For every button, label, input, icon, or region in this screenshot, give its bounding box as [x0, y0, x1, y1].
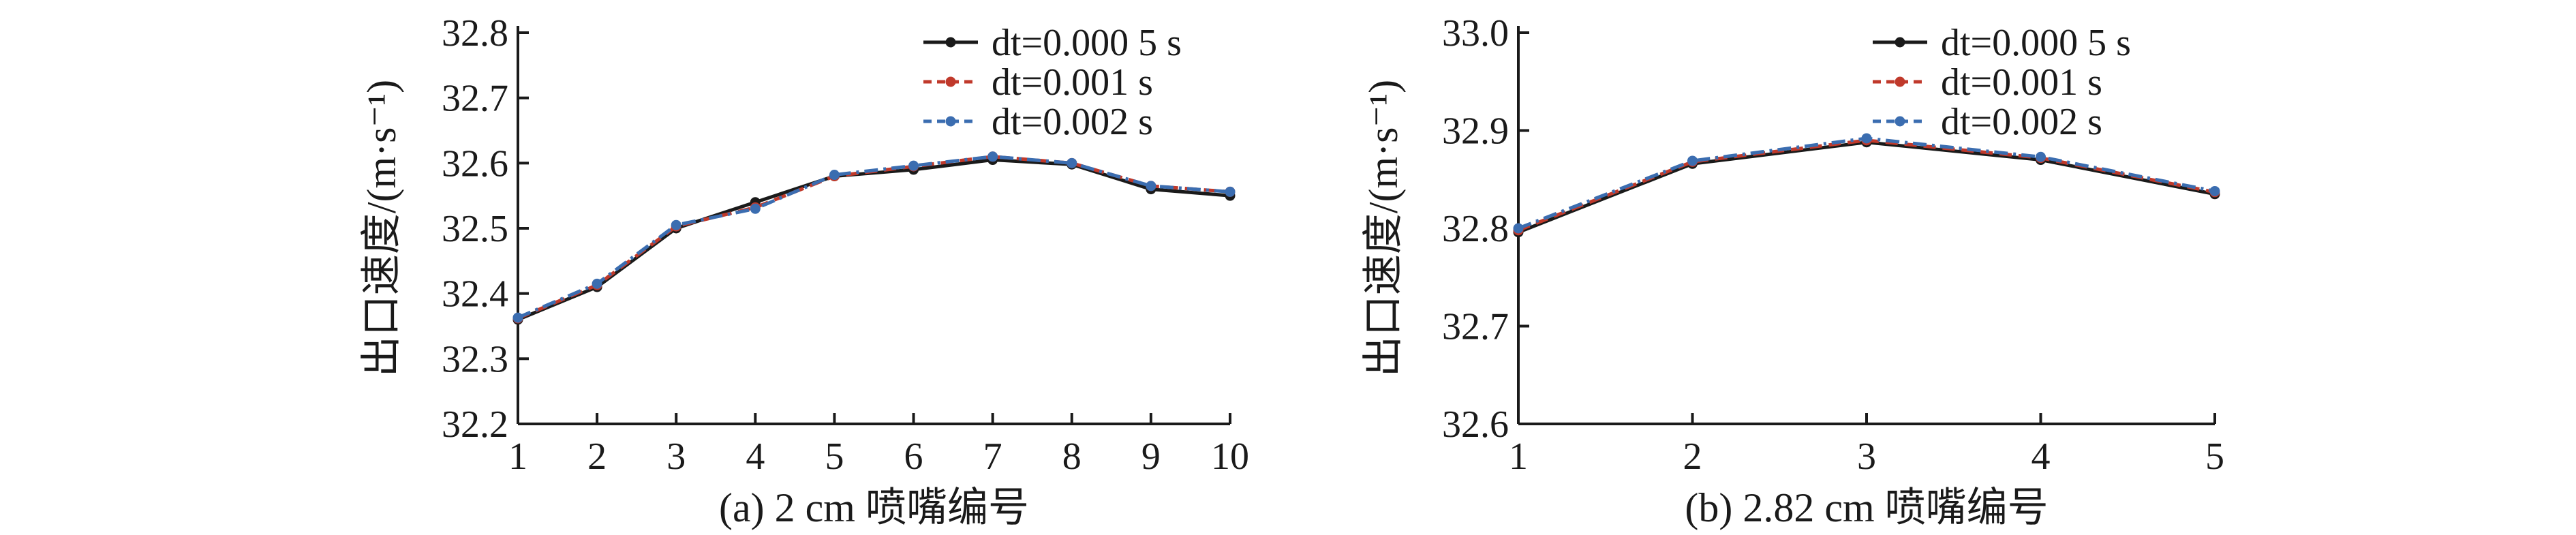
x-tick-label: 7 [983, 435, 1002, 478]
x-tick-label: 4 [2031, 435, 2051, 478]
series-line [517, 155, 1231, 320]
data-point [750, 203, 761, 214]
legend-swatch-marker [1895, 116, 1905, 127]
x-tick-label: 6 [904, 435, 923, 478]
y-axis-title: 出口速度/(m·s⁻¹) [359, 80, 404, 377]
data-point [1513, 223, 1524, 234]
y-tick-label: 32.3 [442, 338, 508, 380]
legend-swatch-marker [1895, 76, 1905, 87]
data-point [1146, 181, 1156, 192]
legend-swatch-marker [945, 116, 956, 127]
x-tick-label: 5 [825, 435, 844, 478]
x-tick-label: 4 [746, 435, 765, 478]
y-axis-title: 出口速度/(m·s⁻¹) [1361, 80, 1406, 377]
x-axis-title: (b) 2.82 cm 喷嘴编号 [1685, 485, 2048, 530]
data-point [1687, 155, 1698, 166]
series-line [1518, 136, 2215, 230]
legend-swatch-marker [1895, 37, 1905, 48]
data-point [908, 160, 919, 171]
x-axis-title: (a) 2 cm 喷嘴编号 [719, 485, 1029, 530]
data-point [1225, 186, 1236, 197]
y-tick-label: 32.6 [1442, 403, 1509, 446]
x-tick-label: 1 [508, 435, 527, 478]
x-tick-label: 2 [1683, 435, 1702, 478]
x-tick-label: 3 [1857, 435, 1876, 478]
legend-label: dt=0.001 s [992, 61, 1153, 104]
x-tick-label: 3 [666, 435, 686, 478]
y-tick-label: 32.2 [442, 403, 508, 446]
chart-panel-a: 32.2 32.3 32.4 32.5 32.6 32.7 32.8 1 2 3 4 5 6 7 8 9 10 (… [359, 12, 1249, 530]
x-tick-label: 1 [1509, 435, 1528, 478]
data-point [2036, 151, 2046, 162]
y-tick-label: 32.7 [442, 78, 508, 120]
data-point [1861, 133, 1872, 144]
legend-label: dt=0.001 s [1941, 61, 2102, 104]
y-tick-label: 32.8 [1442, 208, 1509, 250]
y-tick-label: 32.4 [442, 273, 508, 316]
legend-swatch-marker [945, 37, 956, 48]
legend-label: dt=0.002 s [992, 101, 1153, 143]
chart-panel-b: 32.6 32.7 32.8 32.9 33.0 1 2 3 4 5 (b) 2.82 cm 喷嘴编… [1361, 12, 2224, 530]
series-line [1518, 138, 2215, 232]
legend: dt=0.000 5 sdt=0.001 sdt=0.002 s [1873, 22, 2131, 143]
y-tick-label: 32.8 [442, 12, 508, 55]
data-point [829, 170, 840, 181]
series-line [517, 158, 1231, 322]
x-tick-label: 8 [1062, 435, 1082, 478]
y-tick-label: 33.0 [1442, 12, 1509, 55]
data-point [987, 151, 998, 162]
data-point [1067, 157, 1077, 168]
data-point [512, 312, 523, 323]
data-point [592, 278, 602, 289]
x-tick-label: 10 [1211, 435, 1249, 478]
data-point [671, 219, 681, 230]
legend-label: dt=0.000 5 s [1941, 22, 2131, 64]
x-tick-label: 9 [1141, 435, 1161, 478]
legend-swatch-marker [945, 76, 956, 87]
data-point [2209, 185, 2220, 196]
y-tick-label: 32.6 [442, 142, 508, 185]
legend-label: dt=0.000 5 s [992, 22, 1182, 64]
x-tick-label: 2 [587, 435, 607, 478]
y-tick-label: 32.7 [1442, 306, 1509, 348]
y-tick-label: 32.9 [1442, 110, 1509, 153]
x-tick-label: 5 [2205, 435, 2224, 478]
y-tick-label: 32.5 [442, 208, 508, 250]
legend-label: dt=0.002 s [1941, 101, 2102, 143]
legend: dt=0.000 5 sdt=0.001 sdt=0.002 s [923, 22, 1182, 143]
